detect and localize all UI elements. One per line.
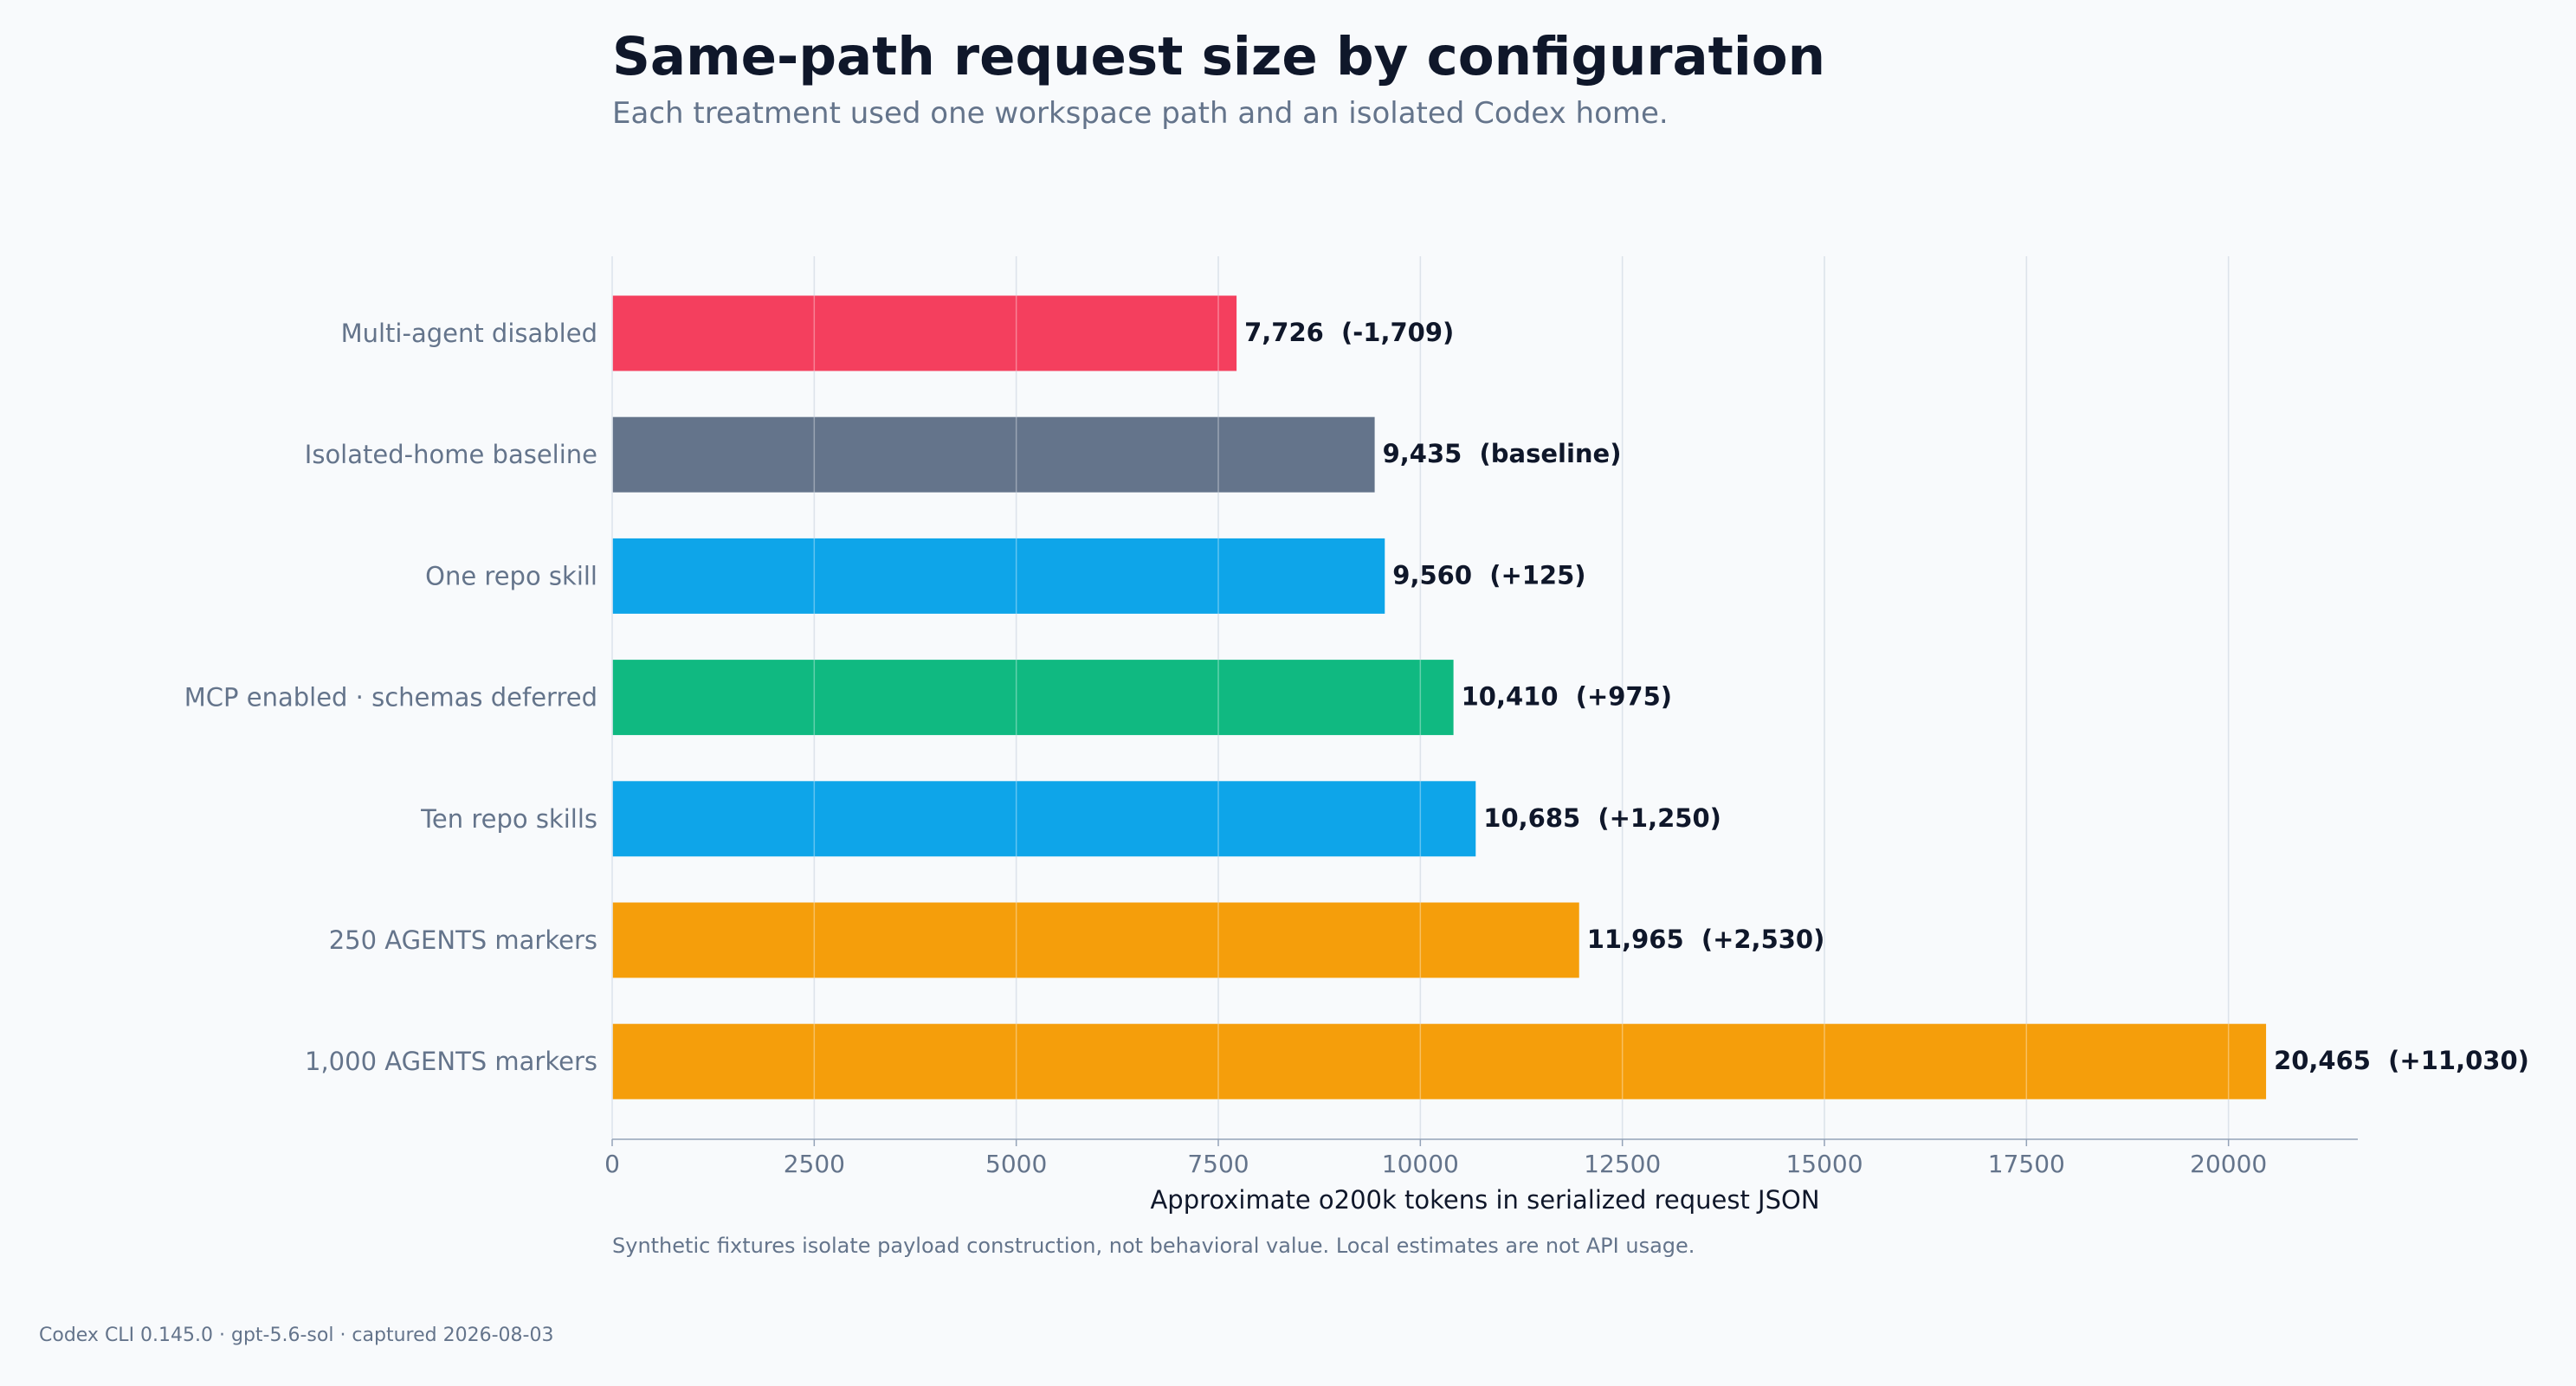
x-tick-label: 7500	[1187, 1150, 1249, 1178]
category-label: Ten repo skills	[420, 804, 597, 834]
data-label: 10,410 (+975)	[1462, 682, 1672, 712]
chart-subtitle: Each treatment used one workspace path a…	[612, 96, 1669, 131]
category-label: One repo skill	[425, 561, 597, 590]
x-tick-label: 10000	[1382, 1150, 1459, 1178]
x-tick-label: 17500	[1988, 1150, 2065, 1178]
chart-title: Same-path request size by configuration	[612, 26, 1826, 87]
bar	[612, 1023, 2267, 1099]
data-label: 20,465 (+11,030)	[2274, 1046, 2529, 1075]
bar	[612, 416, 1375, 493]
bar	[612, 781, 1476, 857]
footer-caption: Codex CLI 0.145.0 · gpt-5.6-sol · captur…	[39, 1325, 554, 1346]
category-label: 250 AGENTS markers	[329, 925, 597, 955]
x-axis-title: Approximate o200k tokens in serialized r…	[1150, 1185, 1819, 1215]
category-label: Multi-agent disabled	[341, 319, 597, 348]
bar	[612, 660, 1454, 736]
x-tick-label: 0	[604, 1150, 620, 1178]
x-tick-label: 15000	[1785, 1150, 1863, 1178]
bar	[612, 538, 1385, 614]
data-label: 10,685 (+1,250)	[1483, 803, 1721, 833]
data-label: 7,726 (-1,709)	[1244, 318, 1454, 347]
category-label: 1,000 AGENTS markers	[305, 1047, 597, 1076]
data-label: 9,560 (+125)	[1392, 560, 1585, 590]
chart-note: Synthetic fixtures isolate payload const…	[612, 1234, 1695, 1258]
x-tick-label: 20000	[2190, 1150, 2267, 1178]
x-tick-label: 12500	[1584, 1150, 1661, 1178]
data-label: 11,965 (+2,530)	[1587, 925, 1825, 954]
bar	[612, 295, 1237, 371]
category-label: MCP enabled · schemas deferred	[184, 683, 597, 712]
bars	[612, 295, 2267, 1099]
x-tick-label: 5000	[985, 1150, 1047, 1178]
category-label: Isolated-home baseline	[305, 440, 597, 469]
data-label: 9,435 (baseline)	[1383, 439, 1622, 468]
x-axis: 0 2500 5000 7500 10000 12500 15000 17500 20000 Ap…	[604, 256, 2358, 1215]
labels: Multi-agent disabled 7,726 (-1,709) Isolat…	[184, 318, 2529, 1076]
grid-overlay	[611, 256, 2230, 1139]
x-tick-label: 2500	[784, 1150, 845, 1178]
bar	[612, 902, 1579, 978]
